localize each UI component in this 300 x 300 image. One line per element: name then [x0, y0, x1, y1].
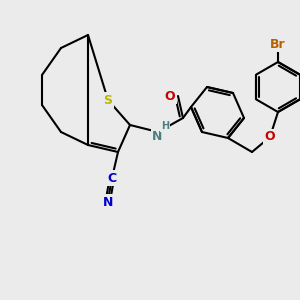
Text: N: N	[103, 196, 113, 208]
Text: S: S	[103, 94, 112, 106]
Text: H: H	[161, 121, 169, 131]
Text: C: C	[107, 172, 117, 184]
Text: N: N	[152, 130, 162, 142]
Text: O: O	[265, 130, 275, 143]
Text: O: O	[165, 89, 175, 103]
Text: Br: Br	[270, 38, 286, 50]
